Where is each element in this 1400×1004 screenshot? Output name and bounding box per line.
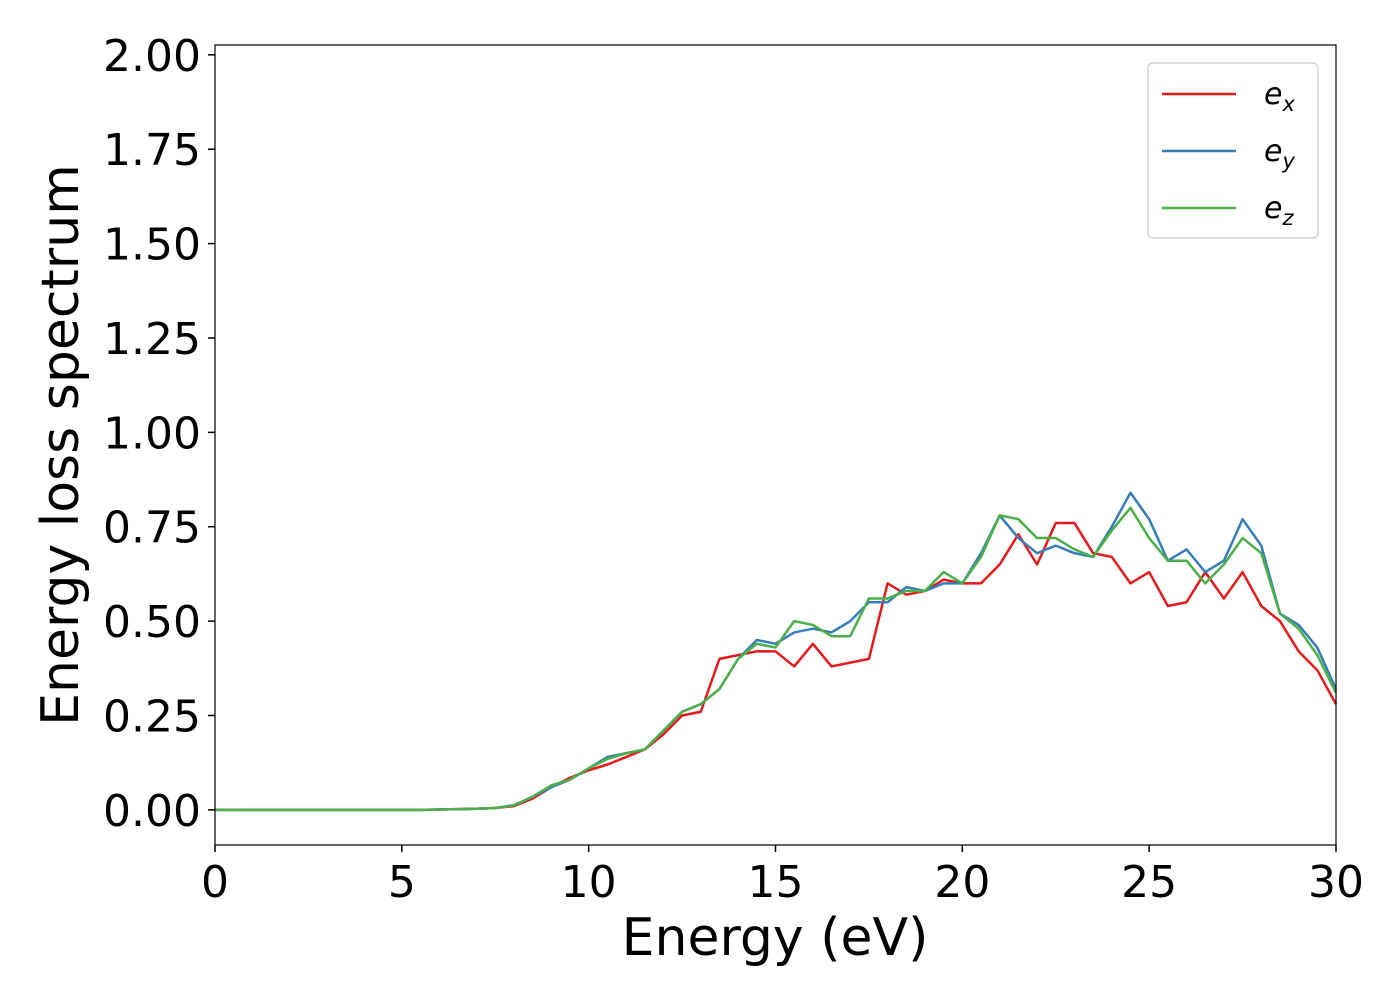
- y-tick-label: 0.00: [103, 786, 201, 837]
- x-tick-label: 10: [561, 857, 617, 908]
- y-tick-label: 1.75: [103, 125, 201, 176]
- x-tick-label: 30: [1308, 857, 1364, 908]
- x-tick-label: 0: [201, 857, 229, 908]
- x-tick-label: 5: [388, 857, 416, 908]
- legend-label: ey: [1264, 134, 1295, 173]
- y-tick-label: 1.00: [103, 408, 201, 459]
- plot-frame: [214, 44, 1337, 846]
- x-tick-label: 20: [934, 857, 990, 908]
- y-tick-label: 0.25: [103, 692, 201, 743]
- y-tick-label: 0.75: [103, 503, 201, 554]
- x-tick-label: 15: [748, 857, 804, 908]
- y-axis-label: Energy loss spectrum: [31, 164, 91, 726]
- series-line: [215, 506, 1338, 812]
- y-tick-label: 0.50: [103, 597, 201, 648]
- x-tick-label: 25: [1121, 857, 1177, 908]
- y-tick-label: 1.25: [103, 314, 201, 365]
- y-tick-label: 1.50: [103, 220, 201, 271]
- legend-label: ex: [1264, 77, 1295, 116]
- series-line: [215, 521, 1338, 812]
- x-axis-label: Energy (eV): [622, 908, 929, 968]
- y-tick-label: 2.00: [103, 31, 201, 82]
- legend-label: ez: [1264, 191, 1294, 230]
